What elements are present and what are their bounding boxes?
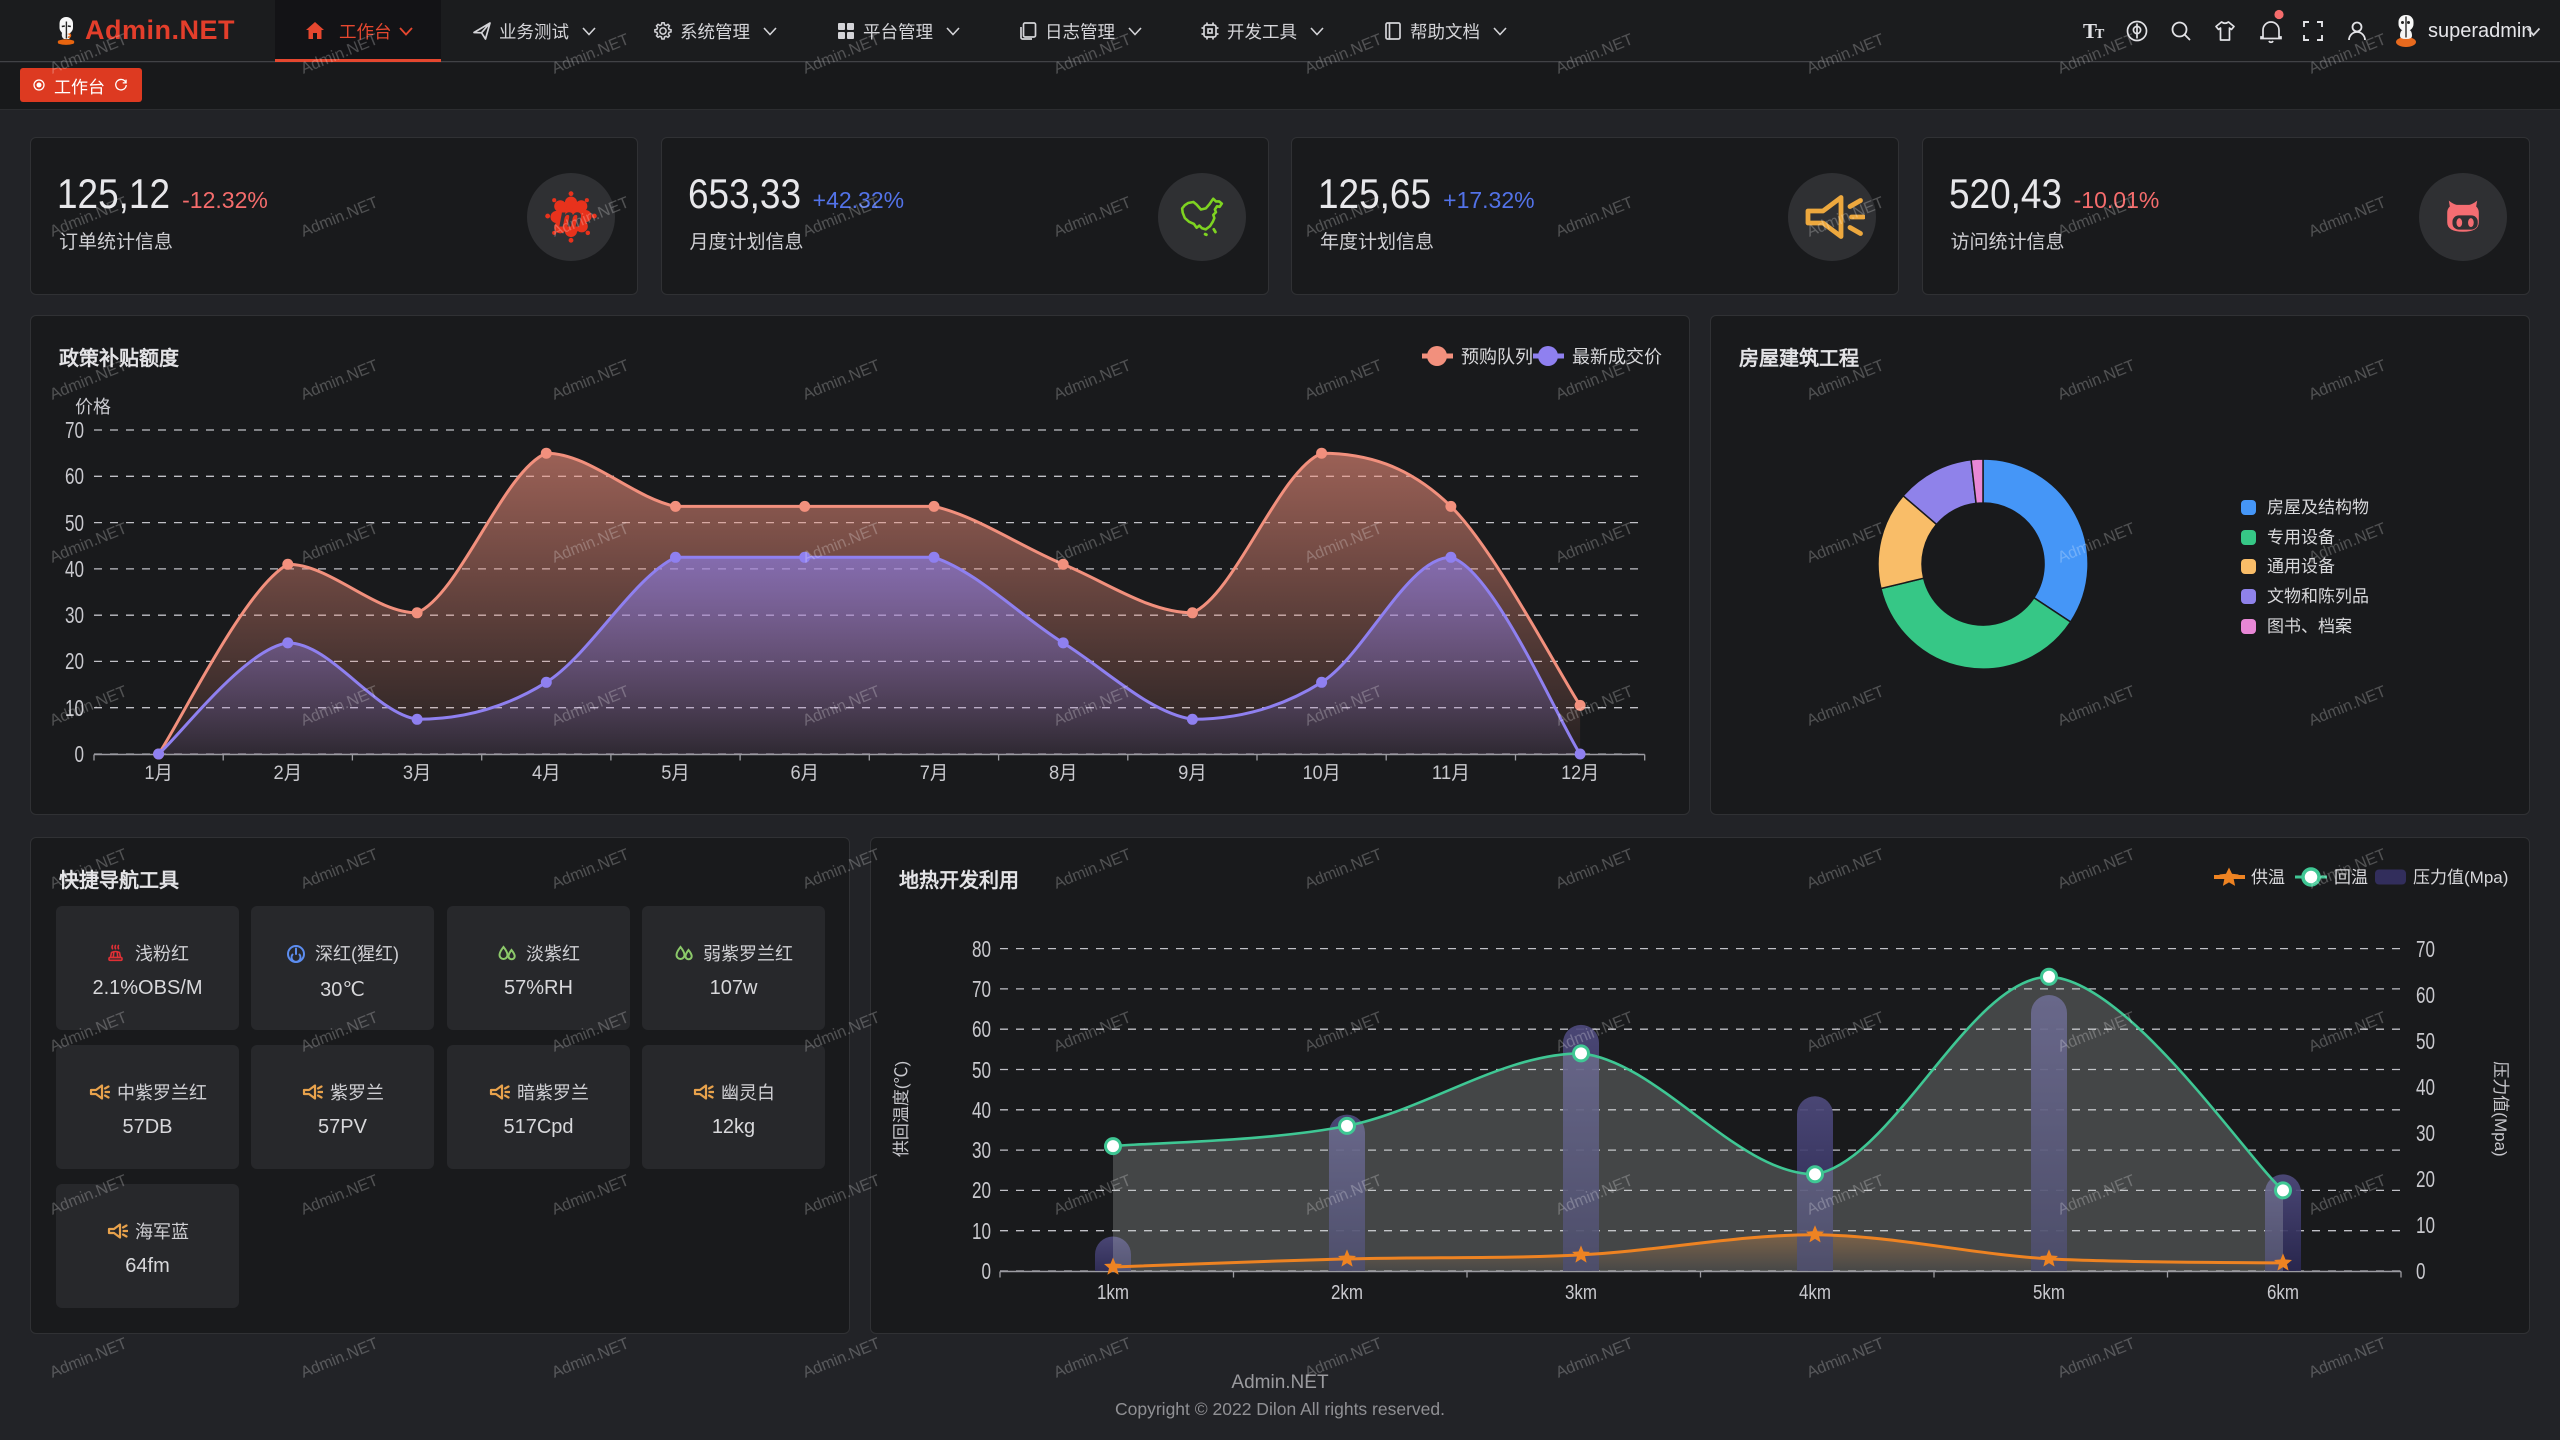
svg-text:0: 0 [2416,1258,2426,1284]
svg-text:10: 10 [972,1218,991,1244]
svg-text:60: 60 [972,1016,991,1042]
svg-text:10: 10 [2416,1212,2435,1238]
svg-text:20: 20 [2416,1166,2435,1192]
svg-text:6km: 6km [2267,1282,2299,1304]
svg-text:8月: 8月 [1049,763,1078,784]
svg-text:60: 60 [65,463,84,489]
svg-text:压力值(Mpa): 压力值(Mpa) [2491,1061,2510,1156]
svg-text:30: 30 [972,1137,991,1163]
svg-text:60: 60 [2416,982,2435,1008]
svg-text:40: 40 [65,556,84,582]
svg-text:2月: 2月 [274,763,303,784]
svg-text:2km: 2km [1331,1282,1363,1304]
svg-text:通用设备: 通用设备 [2267,557,2335,576]
svg-text:40: 40 [972,1097,991,1123]
svg-text:供温: 供温 [2251,868,2285,887]
svg-text:回温: 回温 [2334,868,2368,887]
svg-text:80: 80 [972,936,991,962]
svg-text:1km: 1km [1097,1282,1129,1304]
svg-text:5月: 5月 [661,763,690,784]
svg-text:10月: 10月 [1303,763,1341,784]
svg-text:最新成交价: 最新成交价 [1572,347,1662,367]
svg-text:图书、档案: 图书、档案 [2267,617,2352,636]
svg-text:4月: 4月 [532,763,561,784]
svg-text:50: 50 [65,510,84,536]
svg-text:专用设备: 专用设备 [2267,528,2335,547]
svg-text:7月: 7月 [920,763,949,784]
svg-text:50: 50 [972,1057,991,1083]
svg-text:0: 0 [75,741,85,767]
svg-text:12月: 12月 [1561,763,1599,784]
svg-text:m: m [559,202,582,232]
svg-text:6月: 6月 [790,763,819,784]
svg-text:40: 40 [2416,1074,2435,1100]
svg-text:T: T [2095,27,2105,42]
svg-text:70: 70 [972,976,991,1002]
svg-text:3km: 3km [1565,1282,1597,1304]
svg-text:70: 70 [65,417,84,443]
svg-text:预购队列: 预购队列 [1461,347,1533,367]
svg-text:30: 30 [2416,1120,2435,1146]
svg-text:30: 30 [65,602,84,628]
svg-text:供回温度(℃): 供回温度(℃) [892,1061,911,1157]
svg-text:11月: 11月 [1432,763,1470,784]
svg-text:50: 50 [2416,1028,2435,1054]
svg-text:70: 70 [2416,936,2435,962]
svg-text:9月: 9月 [1178,763,1207,784]
svg-text:价格: 价格 [75,397,111,417]
svg-text:压力值(Mpa): 压力值(Mpa) [2413,868,2508,887]
svg-text:20: 20 [65,648,84,674]
svg-text:20: 20 [972,1177,991,1203]
svg-text:4km: 4km [1799,1282,1831,1304]
svg-text:10: 10 [65,695,84,721]
svg-text:0: 0 [982,1258,992,1284]
svg-text:3月: 3月 [403,763,432,784]
svg-text:房屋及结构物: 房屋及结构物 [2267,498,2369,517]
svg-text:5km: 5km [2033,1282,2065,1304]
svg-text:1月: 1月 [144,763,173,784]
svg-text:文物和陈列品: 文物和陈列品 [2267,587,2369,606]
